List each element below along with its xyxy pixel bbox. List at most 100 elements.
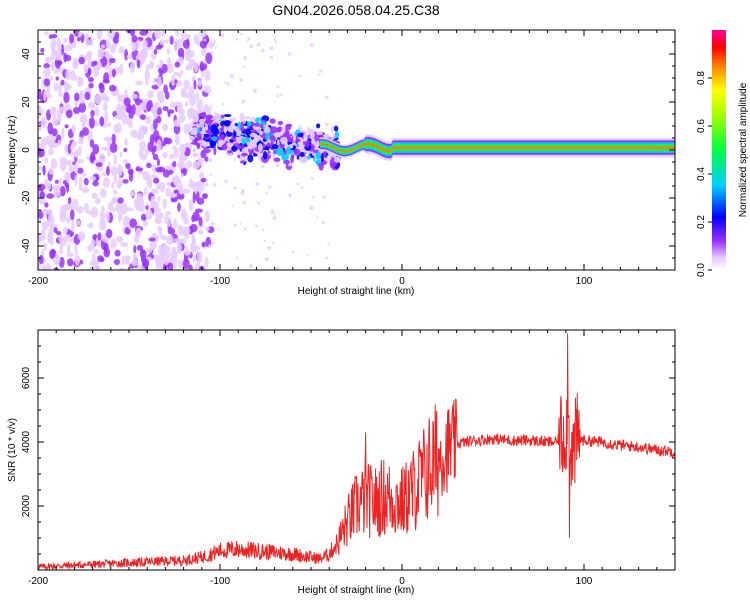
heat-blob <box>184 246 189 257</box>
heat-blob <box>173 71 180 77</box>
y-tick-label: -40 <box>21 238 32 253</box>
heat-blob <box>192 160 200 170</box>
heat-blob <box>224 179 228 183</box>
heat-blob <box>143 186 148 197</box>
heat-blob <box>64 104 70 111</box>
spectrogram-y-axis-label: Frequency (Hz) <box>7 116 18 185</box>
heat-blob <box>242 200 247 205</box>
heat-blob <box>113 153 118 166</box>
heat-blob <box>247 142 254 150</box>
heat-blob <box>239 222 242 225</box>
heat-blob <box>58 234 64 244</box>
heat-blob <box>204 210 210 223</box>
heat-blob <box>99 83 105 94</box>
heat-blob <box>145 205 149 210</box>
heat-blob <box>270 126 277 131</box>
heat-blob <box>239 160 246 164</box>
heat-blob <box>176 192 185 200</box>
heat-blob <box>200 47 207 57</box>
heat-blob <box>103 243 109 254</box>
heat-blob <box>203 38 207 42</box>
heat-blob <box>107 148 112 157</box>
heat-blob <box>162 169 170 178</box>
heat-blob <box>88 82 94 89</box>
heat-blob <box>156 139 162 152</box>
heat-blob <box>86 209 95 215</box>
heat-blob <box>166 235 174 245</box>
heat-blob <box>258 143 263 152</box>
heat-blob <box>268 185 272 189</box>
heat-blob <box>78 31 83 37</box>
heat-blob <box>150 174 158 179</box>
heat-blob <box>122 115 126 126</box>
heat-blob <box>140 213 147 221</box>
heat-blob <box>48 208 53 218</box>
heat-blob <box>152 118 158 131</box>
heat-blob <box>56 48 62 60</box>
heat-blob <box>154 101 160 110</box>
heat-blob <box>235 38 239 41</box>
heat-blob <box>76 159 85 164</box>
heat-blob <box>213 146 217 156</box>
heat-blob <box>183 188 191 194</box>
heat-blob <box>102 101 108 112</box>
heat-blob <box>192 191 196 204</box>
heat-blob <box>325 122 329 127</box>
heat-blob <box>297 132 304 138</box>
heat-blob <box>198 118 206 124</box>
heat-blob <box>173 118 182 127</box>
heat-blob <box>197 128 201 134</box>
heat-blob <box>101 146 109 151</box>
heat-blob <box>117 211 123 221</box>
heat-blob <box>240 32 243 36</box>
heat-blob <box>304 140 310 148</box>
y-tick-label: 4000 <box>21 430 32 453</box>
heat-blob <box>249 44 254 48</box>
heat-blob <box>69 145 75 150</box>
heat-blob <box>63 52 68 63</box>
heat-blob <box>155 64 162 69</box>
heat-blob <box>89 38 94 47</box>
heat-blob <box>273 37 277 41</box>
heat-blob <box>270 129 276 133</box>
heat-blob <box>63 92 70 104</box>
heat-blob <box>224 119 231 127</box>
heat-blob <box>54 179 59 184</box>
heat-blob <box>161 63 168 74</box>
heat-blob <box>43 78 51 87</box>
heat-blob <box>249 132 258 138</box>
heat-blob <box>170 250 178 259</box>
heat-blob <box>274 100 277 103</box>
heat-blob <box>312 196 315 199</box>
heat-blob <box>334 131 340 139</box>
heat-blob <box>89 261 96 266</box>
heat-blob <box>192 152 199 158</box>
heat-blob <box>176 242 183 255</box>
heat-blob <box>97 232 102 241</box>
heat-blob <box>243 227 247 231</box>
heat-blob <box>298 74 302 78</box>
heat-blob <box>157 226 162 231</box>
y-tick-label: -20 <box>21 190 32 205</box>
heat-blob <box>126 54 133 59</box>
heat-blob <box>39 191 46 199</box>
heat-blob <box>255 182 259 186</box>
heat-blob <box>118 46 125 54</box>
heat-blob <box>290 155 294 164</box>
heat-blob <box>217 139 225 146</box>
heat-blob <box>61 127 65 140</box>
heat-blob <box>223 113 232 118</box>
heat-blob <box>129 61 135 74</box>
heat-blob <box>84 91 91 101</box>
heat-blob <box>257 201 261 205</box>
y-tick-label: 2000 <box>21 494 32 517</box>
heat-blob <box>252 153 258 157</box>
heat-blob <box>68 165 74 173</box>
heat-blob <box>94 107 100 117</box>
heat-blob <box>185 47 191 56</box>
heat-blob <box>303 132 308 140</box>
heat-blob <box>205 129 211 134</box>
heat-blob <box>99 116 105 127</box>
heat-blob <box>153 253 160 262</box>
